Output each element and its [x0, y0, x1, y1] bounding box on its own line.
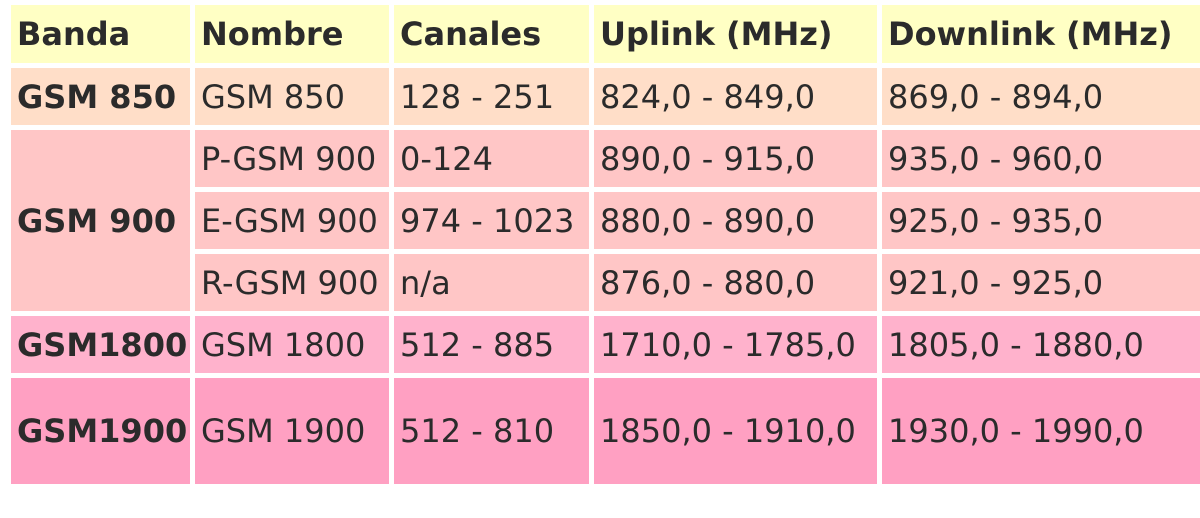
table-row: GSM 900 P-GSM 900 0-124 890,0 - 915,0 93… — [11, 130, 1200, 311]
name-cell: GSM 850 — [195, 68, 389, 125]
uplink-cell: 824,0 - 849,0 — [594, 68, 877, 125]
name-cell: E-GSM 900 — [195, 192, 389, 249]
name-cell: GSM 1900 — [195, 378, 389, 484]
gsm-bands-table: Banda Nombre Canales Uplink (MHz) Downli… — [6, 0, 1200, 489]
downlink-cell: 935,0 - 960,0 — [882, 130, 1200, 187]
uplink-cell: 1850,0 - 1910,0 — [594, 378, 877, 484]
channels-cell: n/a — [394, 254, 589, 311]
name-cell: GSM 1800 — [195, 316, 389, 373]
header-row: Banda Nombre Canales Uplink (MHz) Downli… — [11, 5, 1200, 63]
band-cell: GSM1800 — [11, 316, 190, 373]
channels-cell: 128 - 251 — [394, 68, 589, 125]
table-row: GSM1800 GSM 1800 512 - 885 1710,0 - 1785… — [11, 316, 1200, 373]
downlink-cell: 1805,0 - 1880,0 — [882, 316, 1200, 373]
table-row: GSM1900 GSM 1900 512 - 810 1850,0 - 1910… — [11, 378, 1200, 484]
header-canales: Canales — [394, 5, 589, 63]
header-nombre: Nombre — [195, 5, 389, 63]
downlink-cell: 869,0 - 894,0 — [882, 68, 1200, 125]
band-cell: GSM1900 — [11, 378, 190, 484]
channels-cell: 512 - 810 — [394, 378, 589, 484]
channels-cell: 974 - 1023 — [394, 192, 589, 249]
uplink-cell: 1710,0 - 1785,0 — [594, 316, 877, 373]
name-cell: P-GSM 900 — [195, 130, 389, 187]
downlink-cell: 921,0 - 925,0 — [882, 254, 1200, 311]
table-row: GSM 850 GSM 850 128 - 251 824,0 - 849,0 … — [11, 68, 1200, 125]
downlink-cell: 925,0 - 935,0 — [882, 192, 1200, 249]
downlink-cell: 1930,0 - 1990,0 — [882, 378, 1200, 484]
name-cell: R-GSM 900 — [195, 254, 389, 311]
channels-cell: 0-124 — [394, 130, 589, 187]
band-cell: GSM 900 — [11, 130, 190, 311]
uplink-cell: 880,0 - 890,0 — [594, 192, 877, 249]
table-row: E-GSM 900 974 - 1023 880,0 - 890,0 925,0… — [11, 192, 1200, 249]
table-row: R-GSM 900 n/a 876,0 - 880,0 921,0 - 925,… — [11, 254, 1200, 311]
band-cell: GSM 850 — [11, 68, 190, 125]
header-downlink: Downlink (MHz) — [882, 5, 1200, 63]
header-uplink: Uplink (MHz) — [594, 5, 877, 63]
uplink-cell: 876,0 - 880,0 — [594, 254, 877, 311]
header-banda: Banda — [11, 5, 190, 63]
channels-cell: 512 - 885 — [394, 316, 589, 373]
uplink-cell: 890,0 - 915,0 — [594, 130, 877, 187]
